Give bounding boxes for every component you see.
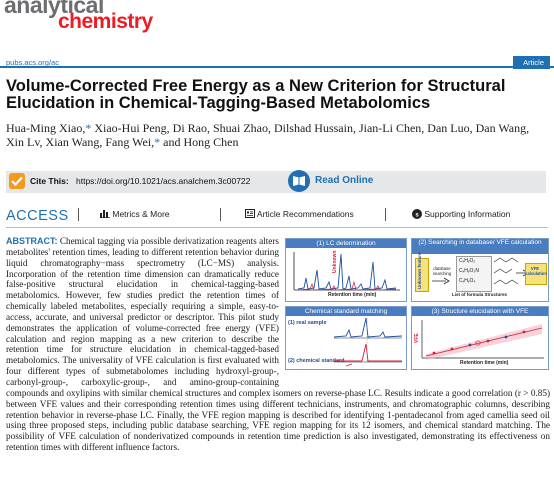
authors-part-3: and Hong Chen	[160, 135, 239, 149]
article-type-badge: Article	[513, 56, 550, 69]
panel-standard-matching: Chemical standard matching (1) real samp…	[285, 306, 407, 370]
chemical-standard-label: (2) chemical standard	[288, 358, 345, 364]
database-search-label: database searching	[432, 266, 452, 276]
structure-icons	[493, 257, 519, 285]
abstract-text: Chemical tagging via possible derivatiza…	[6, 236, 550, 453]
toc-graphic: (1) LC determination Unknown Retention t…	[284, 236, 549, 382]
vfe-calculation-label: VFE calculation	[525, 266, 547, 276]
access-divider	[220, 208, 221, 221]
header-rule	[0, 66, 554, 68]
formula-3: CₓHᵧO₄	[459, 278, 476, 284]
authors-part-2: Xiao-Hui Peng, Di Rao, Shuai Zhao, Dilsh…	[6, 121, 530, 149]
metrics-link[interactable]: Metrics & More	[100, 209, 170, 219]
cite-bar: Cite This: https://doi.org/10.1021/acs.a…	[6, 170, 546, 193]
formula-2: CₓHᵧO₃N	[459, 268, 480, 274]
read-online-button[interactable]: Read Online	[288, 170, 388, 193]
author-list: Hua-Ming Xiao,* Xiao-Hui Peng, Di Rao, S…	[6, 121, 546, 149]
journal-logo-chemistry: chemistry	[58, 10, 153, 33]
article-title: Volume-Corrected Free Energy as a New Cr…	[6, 77, 506, 112]
read-online-icon	[288, 170, 310, 192]
real-sample-label: (1) real sample	[288, 320, 327, 326]
panel-database-search: (2) Searching in database/ VFE calculati…	[411, 238, 549, 302]
formula-1: CₓHᵧO₂	[459, 258, 476, 264]
abstract-heading: ABSTRACT:	[6, 236, 58, 246]
corresponding-author-link[interactable]: *	[154, 135, 161, 149]
corresponding-author-link[interactable]: *	[85, 121, 92, 135]
arrow-icon	[432, 277, 450, 285]
doi-link[interactable]: https://doi.org/10.1021/acs.analchem.3c0…	[76, 176, 251, 186]
supporting-info-icon: s	[412, 209, 422, 219]
metrics-label: Metrics & More	[112, 209, 170, 219]
retention-time-label: Retention time (min)	[460, 360, 509, 366]
access-divider	[78, 208, 79, 221]
abstract-paragraph: ABSTRACT: Chemical tagging via possible …	[6, 236, 550, 453]
panel-title: (1) LC determination	[286, 239, 406, 248]
formula-list-box	[456, 256, 492, 292]
recommendations-link[interactable]: Article Recommendations	[245, 209, 354, 219]
access-rule	[6, 227, 548, 228]
abstract-section: ABSTRACT: Chemical tagging via possible …	[6, 236, 550, 453]
supporting-info-link[interactable]: s Supporting Information	[412, 209, 510, 219]
authors-part-1: Hua-Ming Xiao,	[6, 121, 86, 135]
unknown-feature-label: Unknown feature	[417, 252, 422, 289]
read-online-label: Read Online	[315, 175, 374, 186]
panel-title: (3) Structure elucidation with VFE	[412, 307, 548, 316]
bar-chart-icon	[100, 210, 110, 218]
access-heading: ACCESS	[6, 208, 69, 224]
journal-logo-analytical: analytical	[4, 0, 104, 18]
unknown-label: Unknown	[332, 250, 338, 274]
journal-url-link[interactable]: pubs.acs.org/ac	[6, 58, 59, 67]
panel-lc-determination: (1) LC determination Unknown Retention t…	[285, 238, 407, 302]
retention-time-label: Retention time (min)	[328, 292, 377, 298]
unknown-feature-box	[415, 258, 429, 292]
chromatogram-icon	[293, 252, 400, 291]
svg-text:s: s	[415, 213, 419, 219]
article-list-icon	[245, 209, 255, 218]
vfe-calculation-box	[525, 263, 547, 285]
check-icon	[9, 173, 25, 189]
formula-structures-label: List of formula Structures	[452, 292, 508, 297]
panel-title: (2) Searching in database/ VFE calculati…	[412, 239, 548, 254]
panel-title: Chemical standard matching	[286, 307, 406, 316]
vfe-axis-label: VFE	[414, 333, 420, 343]
cite-this-label: Cite This:	[30, 176, 69, 186]
recommendations-label: Article Recommendations	[256, 209, 354, 219]
supporting-info-label: Supporting Information	[424, 209, 511, 219]
vfe-region-map	[421, 320, 544, 360]
panel-structure-elucidation: (3) Structure elucidation with VFE VFE R…	[411, 306, 549, 370]
access-divider	[385, 208, 386, 221]
matching-chromatograms	[333, 317, 403, 367]
